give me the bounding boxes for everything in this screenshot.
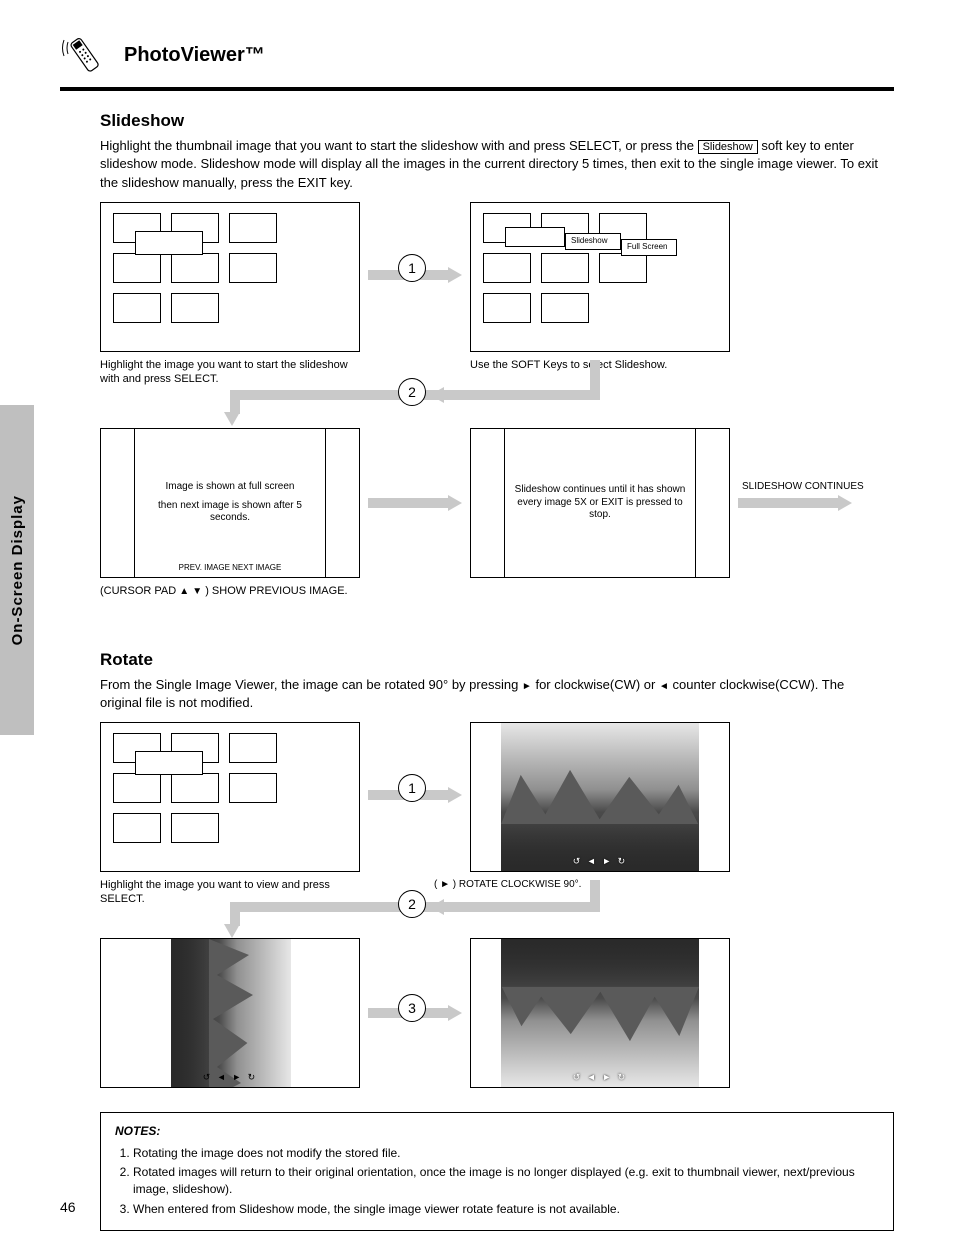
caption-rb: ( ► ) ROTATE CLOCKWISE 90°. bbox=[434, 878, 581, 891]
slideshow-flow: Highlight the image you want to start th… bbox=[100, 202, 894, 632]
section-desc-slideshow: Highlight the thumbnail image that you w… bbox=[100, 137, 880, 192]
arrow-head-icon bbox=[448, 787, 462, 803]
text: for clockwise(CW) or bbox=[535, 677, 659, 692]
arrow-head-icon bbox=[224, 924, 240, 938]
arrow bbox=[590, 360, 600, 390]
notes-box: NOTES: Rotating the image does not modif… bbox=[100, 1112, 894, 1231]
section-title-slideshow: Slideshow bbox=[100, 111, 894, 131]
submenu: Slideshow bbox=[565, 233, 621, 250]
remote-control-icon bbox=[60, 30, 108, 81]
page-title: PhotoViewer™ bbox=[124, 44, 265, 67]
arrow bbox=[368, 498, 448, 508]
arrow bbox=[590, 880, 600, 902]
arrow-head-icon bbox=[448, 1005, 462, 1021]
arrow-head-icon bbox=[448, 267, 462, 283]
text: Slideshow continues until it has shown e… bbox=[511, 484, 689, 522]
screen-photo-rot90: ↺ ◄ ► ↻ bbox=[100, 938, 360, 1088]
section-desc-rotate: From the Single Image Viewer, the image … bbox=[100, 676, 880, 712]
osd-controls: ↺ ◄ ► ↻ bbox=[203, 1072, 257, 1083]
arrow-head-icon bbox=[430, 899, 444, 915]
submenu-item: Full Screen bbox=[625, 242, 673, 253]
caption-b: Use the SOFT Keys to select Slideshow. bbox=[470, 358, 667, 372]
softkey-slideshow: Slideshow bbox=[698, 140, 758, 154]
triangle-right-icon: ► bbox=[522, 681, 532, 692]
text: From the Single Image Viewer, the image … bbox=[100, 677, 522, 692]
text: Highlight the thumbnail image that you w… bbox=[100, 138, 698, 153]
triangle-left-icon: ◄ bbox=[659, 681, 669, 692]
text: then next image is shown after 5 seconds… bbox=[141, 500, 319, 525]
step-circle-r1: 1 bbox=[398, 774, 426, 802]
step-circle-r3: 3 bbox=[398, 994, 426, 1022]
step-circle-r2: 2 bbox=[398, 890, 426, 918]
arrow-head-icon bbox=[430, 387, 444, 403]
arrow bbox=[230, 902, 240, 926]
screen-photo-rot180: ↺ ◄ ► ↻ bbox=[470, 938, 730, 1088]
page-number: 46 bbox=[60, 1199, 76, 1215]
screen-thumbnails-r bbox=[100, 722, 360, 872]
screen-full-c: Image is shown at full screen then next … bbox=[100, 428, 360, 578]
arrow-head-icon bbox=[838, 495, 852, 511]
header-rule bbox=[60, 87, 894, 91]
caption-c: (CURSOR PAD ▲ ▼ ) SHOW PREVIOUS IMAGE. bbox=[100, 584, 348, 598]
text: Image is shown at full screen bbox=[166, 481, 295, 494]
arrow-head-icon bbox=[224, 412, 240, 426]
caption-a: Highlight the image you want to start th… bbox=[100, 358, 350, 387]
osd-controls: ↺ ◄ ► ↻ bbox=[573, 856, 627, 867]
text: ) SHOW PREVIOUS IMAGE. bbox=[205, 585, 347, 597]
side-tab-label: On-Screen Display bbox=[9, 495, 26, 645]
section-title-rotate: Rotate bbox=[100, 650, 894, 670]
screen-thumbnails-b: Slideshow Full Screen bbox=[470, 202, 730, 352]
legend: PREV. IMAGE NEXT IMAGE bbox=[179, 563, 282, 573]
triangle-right-icon: ► bbox=[440, 879, 450, 890]
osd-controls: ↺ ◄ ► ↻ bbox=[573, 1072, 627, 1083]
triangle-up-icon: ▲ bbox=[179, 586, 189, 597]
note-item: When entered from Slideshow mode, the si… bbox=[133, 1201, 879, 1218]
page-header: PhotoViewer™ bbox=[60, 30, 894, 81]
arrow bbox=[230, 390, 240, 414]
side-tab: On-Screen Display bbox=[0, 405, 34, 735]
caption-continue: SLIDESHOW CONTINUES bbox=[742, 480, 864, 493]
notes-title: NOTES: bbox=[115, 1123, 879, 1140]
arrow-head-icon bbox=[448, 495, 462, 511]
rotate-flow: Highlight the image you want to view and… bbox=[100, 722, 894, 1112]
step-circle-1: 1 bbox=[398, 254, 426, 282]
note-item: Rotating the image does not modify the s… bbox=[133, 1145, 879, 1162]
screen-full-d: Slideshow continues until it has shown e… bbox=[470, 428, 730, 578]
step-circle-2: 2 bbox=[398, 378, 426, 406]
arrow bbox=[738, 498, 838, 508]
triangle-down-icon: ▼ bbox=[192, 586, 202, 597]
screen-thumbnails-a bbox=[100, 202, 360, 352]
note-item: Rotated images will return to their orig… bbox=[133, 1164, 879, 1199]
text: (CURSOR PAD bbox=[100, 585, 179, 597]
screen-photo-normal: ↺ ◄ ► ↻ bbox=[470, 722, 730, 872]
submenu-item: Slideshow bbox=[569, 236, 617, 247]
